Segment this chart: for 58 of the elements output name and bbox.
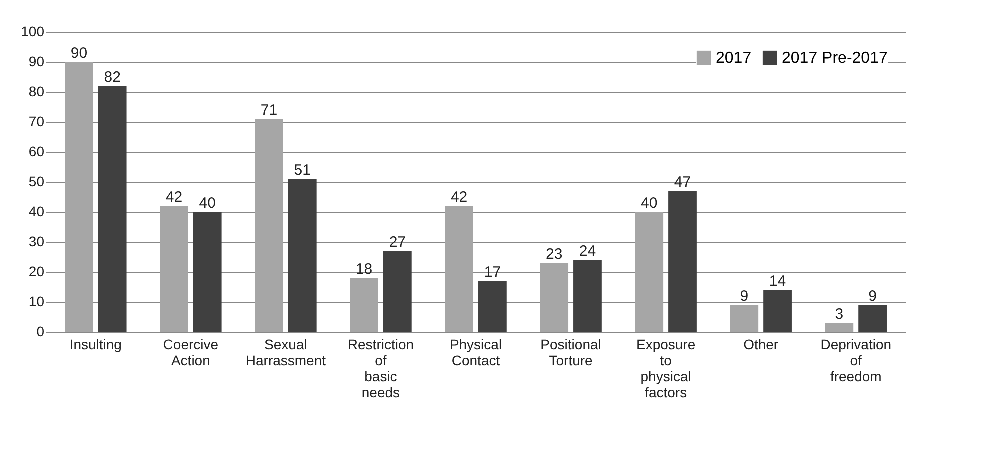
bar [478, 281, 507, 332]
x-tick-label: Sexual Harrassment [246, 336, 326, 368]
y-tick-label: 80 [28, 84, 45, 100]
y-tick-label: 40 [28, 204, 45, 220]
bar [65, 62, 94, 332]
data-label: 17 [484, 264, 502, 281]
bar [668, 191, 697, 332]
y-tick-label: 20 [28, 264, 45, 280]
data-label: 90 [70, 45, 88, 62]
bar [764, 290, 792, 332]
x-tick-label: Coercive Action [163, 336, 219, 368]
bar [160, 206, 188, 332]
bar [635, 212, 664, 332]
data-label: 40 [641, 195, 658, 212]
data-label: 9 [868, 288, 877, 305]
data-label: 24 [579, 243, 596, 260]
bar [445, 206, 474, 332]
bar [288, 179, 317, 332]
x-tick-label: Positional Torture [540, 336, 602, 368]
bar [540, 263, 569, 332]
data-label: 71 [260, 102, 278, 119]
x-tick-label: Restriction of basic needs [348, 336, 414, 400]
data-label: 14 [769, 273, 786, 290]
data-label: 47 [674, 174, 692, 191]
x-tick-label: Insulting [70, 336, 122, 352]
data-label: 42 [166, 189, 183, 206]
data-label: 51 [294, 162, 311, 179]
bar [574, 260, 602, 332]
bar [193, 212, 222, 332]
y-tick-label: 70 [28, 114, 45, 130]
data-label: 9 [740, 288, 749, 305]
data-label: 27 [389, 234, 406, 251]
data-label: 23 [546, 246, 563, 263]
bar [350, 278, 378, 332]
data-label: 3 [835, 306, 844, 323]
data-label: 82 [104, 69, 121, 86]
bar [730, 305, 759, 332]
data-label: 40 [199, 195, 216, 212]
y-tick-label: 100 [21, 24, 45, 40]
data-label: 42 [450, 189, 468, 206]
y-tick-label: 60 [28, 144, 45, 160]
x-tick-label: Exposure to physical factors [636, 336, 696, 400]
y-tick-label: 50 [28, 174, 45, 190]
bar [825, 323, 854, 332]
bar [255, 119, 284, 332]
y-tick-label: 90 [28, 54, 45, 70]
bar [383, 251, 412, 332]
data-label: 18 [356, 261, 373, 278]
y-tick-label: 0 [36, 324, 45, 340]
y-tick-label: 10 [28, 294, 45, 310]
legend-label: 2017 [716, 50, 752, 67]
y-tick-label: 30 [28, 234, 45, 250]
bar [858, 305, 887, 332]
bar [98, 86, 127, 332]
legend-label: 2017 Pre-2017 [782, 50, 888, 67]
x-tick-label: Other [744, 336, 779, 352]
x-tick-label: Physical Contact [450, 336, 502, 368]
x-tick-label: Deprivation of freedom [820, 336, 892, 384]
